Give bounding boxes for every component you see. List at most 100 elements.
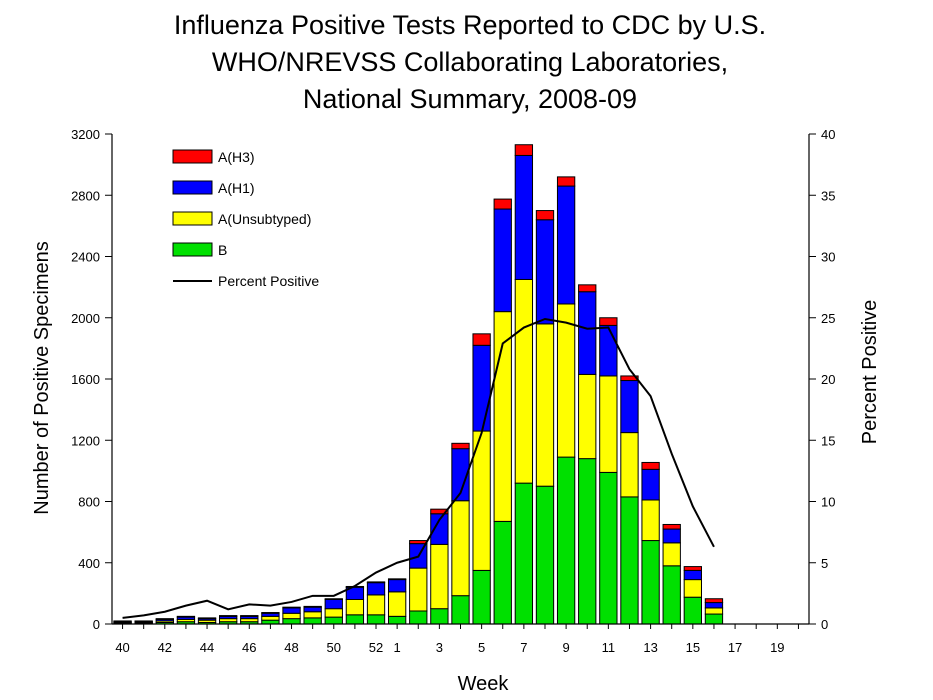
bar-a-h3--49 — [303, 605, 322, 608]
bar-a-h3--45 — [219, 615, 238, 617]
legend: A(H3) A(H1) A(Unsubtyped) B Percent Positive — [172, 149, 319, 289]
y2-tick-label-25: 25 — [821, 311, 835, 326]
bar-a-unsubtyped--7 — [514, 278, 534, 484]
bar-a-unsubtyped--2 — [409, 567, 428, 612]
y2-tick-label-40: 40 — [821, 127, 835, 142]
bar-a-h3--14 — [662, 523, 681, 530]
bar-a-h1--9 — [556, 185, 576, 305]
x-tick-label-48: 48 — [284, 640, 298, 655]
bar-a-unsubtyped--11 — [599, 375, 618, 473]
axes-layer: 0400800120016002000240028003200051015202… — [71, 127, 835, 655]
y2-tick-label-20: 20 — [821, 372, 835, 387]
bar-a-h3--13 — [641, 461, 660, 470]
bar-a-h1--14 — [662, 528, 681, 544]
bar-b-9 — [556, 456, 576, 625]
bar-b-11 — [599, 471, 618, 625]
x-tick-label-11: 11 — [602, 640, 616, 655]
bar-a-h3--8 — [535, 210, 555, 221]
bar-a-unsubtyped--4 — [451, 500, 470, 597]
bar-a-h1--15 — [683, 569, 702, 581]
bar-a-h3--5 — [472, 333, 491, 346]
bar-a-h3--2 — [409, 540, 428, 545]
bar-a-h3--12 — [620, 375, 639, 382]
legend-swatch-b — [172, 242, 213, 257]
y-tick-label-2000: 2000 — [71, 311, 100, 326]
bar-a-unsubtyped--51 — [345, 599, 365, 616]
bar-b-12 — [620, 496, 639, 625]
x-tick-label-46: 46 — [242, 640, 256, 655]
bar-a-unsubtyped--48 — [282, 612, 301, 620]
bar-a-h3--42 — [155, 618, 174, 620]
legend-label-b: B — [218, 242, 227, 258]
bar-a-h3--16 — [704, 598, 724, 604]
bar-a-h3--9 — [556, 176, 576, 187]
y-tick-label-0: 0 — [93, 617, 100, 632]
bar-a-h1--12 — [620, 380, 639, 434]
x-tick-label-9: 9 — [562, 640, 569, 655]
bar-a-unsubtyped--16 — [704, 607, 724, 615]
bar-b-48 — [282, 618, 301, 625]
bar-a-h1--6 — [493, 208, 512, 313]
x-tick-label-42: 42 — [158, 640, 172, 655]
y-tick-label-2400: 2400 — [71, 250, 100, 265]
title-line-3: National Summary, 2008-09 — [303, 84, 637, 114]
bar-a-h3--50 — [324, 598, 343, 600]
bar-a-h3--10 — [578, 284, 597, 293]
y-tick-label-400: 400 — [78, 556, 100, 571]
bar-a-h3--11 — [599, 317, 618, 326]
legend-label-a-h1-: A(H1) — [218, 180, 255, 196]
bar-b-51 — [345, 614, 365, 625]
y2-tick-label-15: 15 — [821, 433, 835, 448]
bar-a-unsubtyped--3 — [430, 543, 449, 610]
y2-axis-title: Percent Positive — [859, 300, 881, 445]
bar-a-h3--40 — [113, 620, 132, 623]
y-tick-label-1600: 1600 — [71, 372, 100, 387]
x-tick-label-1: 1 — [394, 640, 401, 655]
bar-a-h3--3 — [430, 508, 449, 515]
y2-tick-label-10: 10 — [821, 495, 835, 510]
bar-b-13 — [641, 540, 660, 625]
y2-tick-label-35: 35 — [821, 188, 835, 203]
bar-b-4 — [451, 595, 470, 625]
bar-a-h3--48 — [282, 606, 301, 609]
bar-a-h3--1 — [387, 578, 407, 581]
bar-a-unsubtyped--1 — [387, 591, 407, 617]
bar-a-h1--10 — [578, 291, 597, 375]
bar-a-unsubtyped--47 — [261, 615, 280, 621]
y-tick-label-2800: 2800 — [71, 188, 100, 203]
bar-a-h3--52 — [366, 581, 386, 584]
legend-swatch-a-h3- — [172, 149, 213, 164]
title-line-1: Influenza Positive Tests Reported to CDC… — [174, 10, 766, 40]
x-tick-label-13: 13 — [643, 640, 657, 655]
bar-b-50 — [324, 616, 343, 625]
bar-a-h1--52 — [366, 582, 386, 596]
bar-a-unsubtyped--10 — [578, 373, 597, 460]
legend-swatch-a-unsubtyped- — [172, 211, 213, 226]
x-tick-label-44: 44 — [200, 640, 214, 655]
legend-label-a-h3-: A(H3) — [218, 149, 255, 165]
bar-a-h3--6 — [493, 198, 512, 210]
x-axis-title: Week — [458, 673, 510, 695]
y-axis-title: Number of Positive Specimens — [31, 241, 53, 514]
x-tick-label-17: 17 — [728, 640, 742, 655]
bar-a-unsubtyped--15 — [683, 579, 702, 598]
bar-b-14 — [662, 565, 681, 625]
bar-a-h3--47 — [261, 612, 280, 614]
bar-a-unsubtyped--13 — [641, 499, 660, 542]
y2-tick-label-0: 0 — [821, 617, 828, 632]
x-tick-label-50: 50 — [327, 640, 341, 655]
bar-a-h1--49 — [303, 606, 322, 613]
x-tick-label-19: 19 — [770, 640, 784, 655]
bar-a-h1--7 — [514, 154, 534, 280]
bar-b-16 — [704, 613, 724, 625]
x-tick-label-40: 40 — [115, 640, 129, 655]
title-line-2: WHO/NREVSS Collaborating Laboratories, — [212, 47, 728, 77]
chart-title: Influenza Positive Tests Reported to CDC… — [174, 10, 766, 114]
x-tick-label-52: 52 — [369, 640, 383, 655]
bar-a-h1--5 — [472, 344, 491, 432]
bar-b-1 — [387, 615, 407, 625]
bar-a-h1--13 — [641, 468, 660, 501]
bar-a-h1--1 — [387, 579, 407, 593]
bar-b-15 — [683, 596, 702, 625]
